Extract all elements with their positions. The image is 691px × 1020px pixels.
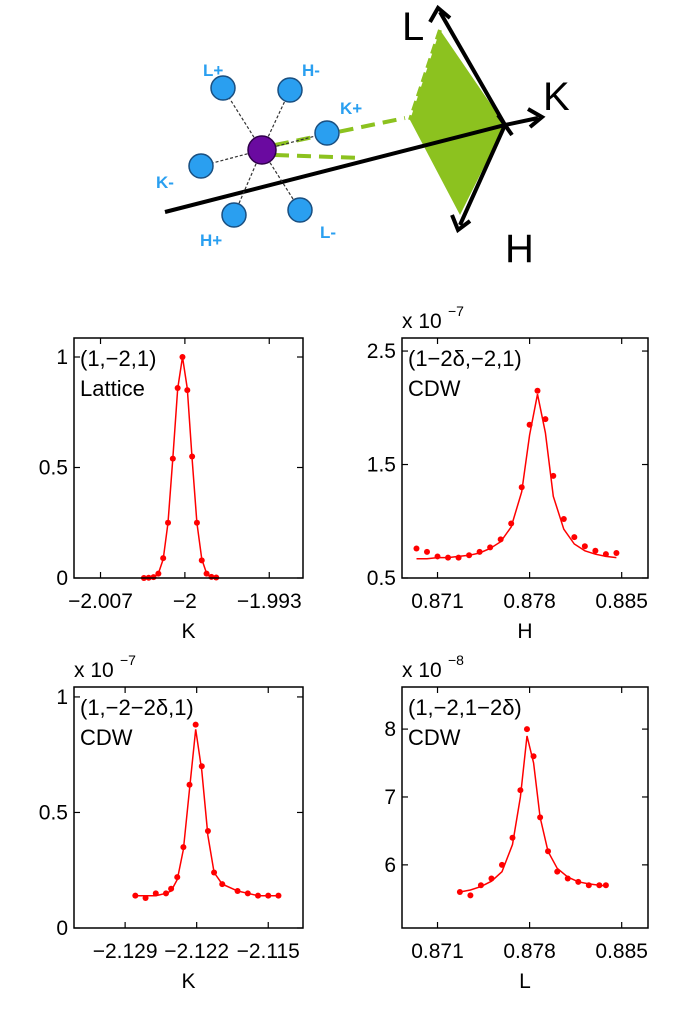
data-point xyxy=(550,472,557,479)
annotation: (1,−2,1−2δ) xyxy=(408,695,522,720)
x-axis-label: L xyxy=(519,970,531,993)
y-tick-label: 0 xyxy=(56,917,68,940)
y-tick-label: 1.5 xyxy=(367,454,396,477)
x-axis-label: K xyxy=(181,620,195,643)
x-tick-label: 0.878 xyxy=(503,940,556,963)
data-point xyxy=(456,889,463,896)
y-tick-label: 0.5 xyxy=(39,801,68,824)
data-point xyxy=(571,534,578,541)
data-point xyxy=(581,543,588,550)
data-point xyxy=(192,721,199,728)
x-axis-label: K xyxy=(181,970,195,993)
x-tick-label: 0.871 xyxy=(411,590,464,613)
x-tick-label: −2 xyxy=(173,590,197,613)
panel: 0.871 0.878 0.885 0.5 1.5 2.5 H (1−2δ,−2,1) CDW x… xyxy=(367,303,649,643)
annotation: CDW xyxy=(408,376,461,401)
plane-edge xyxy=(408,29,442,121)
data-point xyxy=(592,547,599,554)
y-tick-label: 0 xyxy=(56,567,68,590)
axis-name: L xyxy=(402,5,424,49)
y-tick-label: 0.5 xyxy=(367,567,396,590)
diagram-label: L- xyxy=(320,223,336,242)
data-point xyxy=(534,387,541,394)
x-axis-label: H xyxy=(517,620,532,643)
annotation: (1,−2−2δ,1) xyxy=(80,695,194,720)
fit-line xyxy=(416,394,617,560)
axis-name: H xyxy=(505,227,534,271)
data-point xyxy=(467,892,474,899)
x-tick-label: 0.878 xyxy=(503,590,556,613)
axis-exponent: −8 xyxy=(448,652,464,668)
x-tick-label: −2.115 xyxy=(237,940,300,963)
plot-frame xyxy=(73,337,304,579)
axis-multiplier: x 10 xyxy=(402,310,442,333)
data-point xyxy=(560,515,567,522)
axis-line xyxy=(164,123,506,214)
axis-name: K xyxy=(543,75,570,119)
y-tick-label: 0.5 xyxy=(39,457,68,480)
diagram-label: H+ xyxy=(200,231,222,250)
data-point xyxy=(523,726,530,733)
atoms xyxy=(188,75,340,228)
axis-multiplier: x 10 xyxy=(74,659,114,682)
y-tick-label: 1 xyxy=(56,346,68,369)
plot-frame xyxy=(73,686,304,929)
y-tick-label: 7 xyxy=(384,786,396,809)
y-tick-label: 8 xyxy=(384,718,396,741)
beam xyxy=(274,153,363,160)
data-point xyxy=(613,550,620,557)
axis-exponent: −7 xyxy=(120,652,136,668)
fit-line xyxy=(135,729,279,897)
plot-frame xyxy=(401,686,649,929)
plot-frame xyxy=(401,337,649,579)
beam xyxy=(274,116,406,147)
annotation: CDW xyxy=(408,725,461,750)
x-tick-label: −2.007 xyxy=(68,590,133,613)
annotation: Lattice xyxy=(80,376,145,401)
diagram-label: K- xyxy=(156,173,174,192)
diagram-label: H- xyxy=(302,61,320,80)
annotation: (1,−2,1) xyxy=(80,346,156,371)
y-tick-label: 6 xyxy=(384,854,396,877)
panel: −2.129 −2.122 −2.115 0 0.5 1 K (1,−2−2δ,1) CDW x … xyxy=(39,652,304,993)
arrows xyxy=(428,4,546,234)
x-tick-label: −2.122 xyxy=(164,940,229,963)
annotation: CDW xyxy=(80,725,133,750)
reciprocal-plane xyxy=(410,30,505,215)
y-tick-label: 2.5 xyxy=(367,340,396,363)
data-point xyxy=(142,894,149,901)
x-tick-label: 0.871 xyxy=(411,940,464,963)
x-tick-label: 0.885 xyxy=(595,940,648,963)
x-tick-label: −2.129 xyxy=(93,940,158,963)
x-tick-label: 0.885 xyxy=(595,590,648,613)
annotation: (1−2δ,−2,1) xyxy=(408,346,522,371)
y-tick-label: 1 xyxy=(56,686,68,709)
data-point xyxy=(542,416,549,423)
diagram-label: L+ xyxy=(203,61,223,80)
diagram: L+ H- K+ K- H+ L- L K H xyxy=(156,4,570,271)
x-tick-label: −1.993 xyxy=(237,590,302,613)
diagram-label: K+ xyxy=(340,99,362,118)
center-atom xyxy=(247,135,277,165)
axis-exponent: −7 xyxy=(448,303,464,319)
fit-line xyxy=(143,356,217,579)
data-point xyxy=(413,545,420,552)
axis-multiplier: x 10 xyxy=(402,659,442,682)
data-point xyxy=(423,548,430,555)
panel: −2.007 −2 −1.993 0 0.5 1 K (1,−2,1) Lattice xyxy=(39,337,304,643)
panel: 0.871 0.878 0.885 6 7 8 L (1,−2,1−2δ) CDW x 10 −8 xyxy=(384,652,649,993)
fit-line xyxy=(459,735,606,893)
